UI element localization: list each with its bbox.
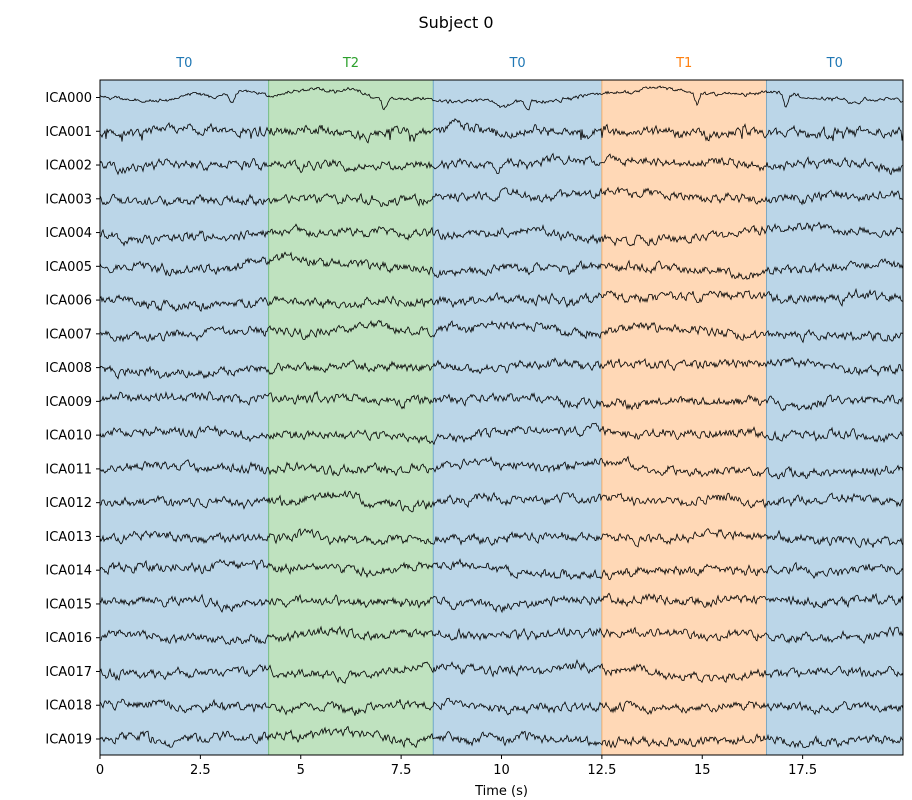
trace-ica006	[99, 287, 904, 313]
annotation-label-1: T2	[342, 56, 359, 71]
channel-label-3: ICA003	[45, 192, 92, 207]
channel-label-4: ICA004	[45, 226, 92, 241]
x-tick-label-1: 2.5	[190, 763, 211, 778]
trace-ica014	[99, 558, 904, 581]
trace-ica003	[99, 186, 904, 207]
channel-label-14: ICA014	[45, 564, 92, 579]
x-tick-label-5: 12.5	[587, 763, 616, 778]
annotation-band-4	[766, 80, 903, 755]
channel-label-0: ICA000	[45, 91, 92, 106]
annotation-band-1	[268, 80, 434, 755]
trace-ica011	[99, 455, 904, 480]
trace-ica002	[99, 152, 903, 176]
channel-label-13: ICA013	[45, 530, 92, 545]
annotation-labels: T0 T2 T0 T1 T0	[175, 56, 843, 71]
trace-ica004	[99, 221, 904, 247]
annotation-label-0: T0	[175, 56, 192, 71]
channel-labels: ICA000 ICA001 ICA002 ICA003 ICA004 ICA005 ICA0…	[45, 91, 100, 748]
trace-ica019	[99, 725, 904, 749]
chart-title: Subject 0	[418, 13, 494, 32]
trace-ica001	[99, 118, 904, 144]
x-tick-label-7: 17.5	[788, 763, 817, 778]
channel-label-15: ICA015	[45, 597, 92, 612]
trace-ica017	[99, 658, 904, 685]
annotation-label-2: T0	[508, 56, 525, 71]
trace-ica010	[99, 422, 904, 446]
trace-ica000	[99, 85, 904, 111]
trace-ica012	[99, 490, 904, 513]
x-axis-ticks: 0 2.5 5 7.5 10 12.5 15 17.5	[96, 755, 817, 778]
channel-label-8: ICA008	[45, 361, 92, 376]
channel-label-1: ICA001	[45, 125, 92, 140]
x-axis-label: Time (s)	[474, 784, 528, 799]
annotation-band-0	[100, 80, 269, 755]
channel-label-9: ICA009	[45, 395, 92, 410]
channel-label-16: ICA016	[45, 631, 92, 646]
channel-label-17: ICA017	[45, 665, 92, 680]
trace-ica009	[99, 390, 904, 412]
annotation-label-3: T1	[675, 56, 692, 71]
channel-label-6: ICA006	[45, 294, 92, 309]
signal-traces	[99, 85, 904, 749]
x-tick-label-2: 5	[297, 763, 305, 778]
channel-label-19: ICA019	[45, 733, 92, 748]
trace-ica008	[99, 357, 904, 380]
channel-label-18: ICA018	[45, 699, 92, 714]
x-tick-label-3: 7.5	[391, 763, 412, 778]
trace-ica013	[99, 528, 904, 548]
x-tick-label-4: 10	[493, 763, 510, 778]
annotation-band-2	[433, 80, 602, 755]
trace-ica007	[99, 319, 904, 344]
channel-label-11: ICA011	[45, 462, 92, 477]
x-tick-label-6: 15	[694, 763, 711, 778]
channel-label-7: ICA007	[45, 327, 92, 342]
channel-label-2: ICA002	[45, 159, 92, 174]
annotation-bands	[99, 80, 903, 755]
channel-label-5: ICA005	[45, 260, 92, 275]
trace-ica005	[99, 251, 904, 280]
annotation-label-4: T0	[826, 56, 843, 71]
channel-label-12: ICA012	[45, 496, 92, 511]
trace-ica016	[100, 625, 904, 646]
x-tick-label-0: 0	[96, 763, 104, 778]
trace-ica018	[99, 697, 904, 716]
trace-ica015	[99, 592, 904, 614]
annotation-band-3	[601, 80, 767, 755]
channel-label-10: ICA010	[45, 429, 92, 444]
